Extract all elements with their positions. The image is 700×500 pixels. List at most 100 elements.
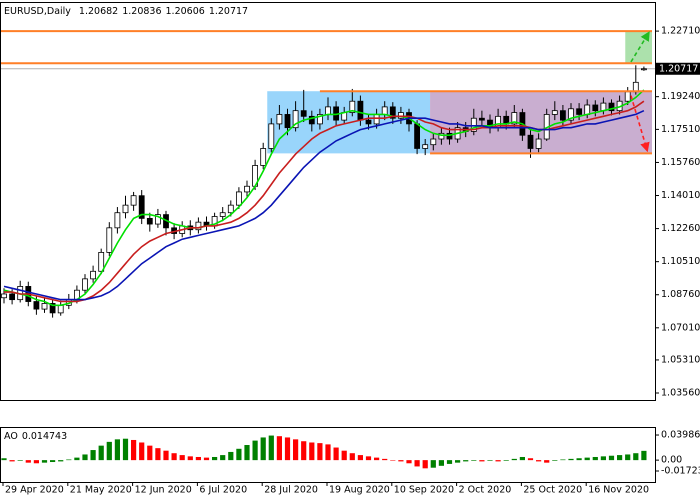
candle-body [122,204,129,214]
ao-bar [446,460,453,464]
x-tick-label: 6 Jul 2020 [199,485,247,496]
ao-bar [301,441,307,461]
candle-body [389,106,396,119]
y-tick-label: 1.15760 [661,157,700,168]
last-open: 1.20682 [79,6,118,17]
ao-bar [163,450,169,461]
candle-body [146,217,153,225]
ao-bar [487,460,493,461]
ao-bar [333,447,339,461]
ao-bar [422,460,428,469]
ao-bar [544,460,550,463]
candle-body [276,114,283,125]
candle-body [244,185,250,193]
ao-bar [479,460,485,462]
y-tick-label: 1.22710 [661,26,700,37]
ao-bar [139,442,145,461]
candle-body [292,110,299,129]
y-tick-label: 1.05310 [661,354,700,365]
ao-bar [114,439,120,461]
main-panel [0,2,656,401]
candle-body [260,148,267,166]
ao-bar [503,460,509,461]
ao-bar [195,456,201,461]
ao-bar [212,456,218,461]
ao-bar [252,440,258,461]
y-tick-label: 1.08760 [661,289,700,300]
candle-body [130,195,137,206]
candle-body [90,270,96,280]
x-tick-label: 25 Oct 2020 [523,485,582,496]
candle-body [438,132,445,140]
ao-bar [325,444,331,461]
candle-body [316,114,323,125]
ao-bar [576,458,582,461]
ao-bar [633,453,639,461]
ao-bar [66,459,72,461]
candle-body [325,106,331,115]
last-close: 1.20717 [209,6,248,17]
header: EURUSD,Daily 1.20682 1.20836 1.20606 1.20717 [4,6,248,17]
last-high: 1.20836 [122,6,161,17]
ao-bar [617,455,623,461]
ao-bar [455,460,461,463]
ao-bar [9,460,15,462]
candle-body [592,104,599,112]
ao-bar [155,448,161,461]
ao-bar [608,455,615,461]
x-tick-label: 21 May 2020 [70,485,132,496]
ao-bar [309,442,315,461]
moving-average [3,109,645,301]
x-tick-label: 19 Aug 2020 [329,485,390,496]
x-tick-label: 29 Apr 2020 [5,485,64,496]
ao-bar [600,456,606,461]
ao-bar [568,458,574,461]
candle-body [381,106,388,115]
candle-body [41,303,48,310]
last-low: 1.20606 [166,6,205,17]
candle-body [268,123,275,149]
y-tick-label: 1.12260 [661,223,700,234]
candle-body [219,212,226,217]
candle-body [357,100,364,121]
candle-body [551,110,558,115]
ao-y-tick-label: -0.017231 [661,465,700,476]
ao-bar [82,454,88,461]
ao-bar [463,460,469,462]
candle-body [576,108,582,115]
ao-bar [187,456,193,461]
candle-body [49,303,56,314]
ao-header: AO 0.014743 [4,431,67,442]
ao-bar [131,439,137,461]
candle-body [373,114,380,125]
ao-bar [390,460,396,461]
candle-body [300,110,307,117]
ao-bar [398,460,404,462]
x-tick-label: 28 Jul 2020 [264,485,318,496]
ao-bar [357,455,363,461]
ao-bar [33,460,39,464]
candle-body [446,132,453,140]
y-tick-label: 1.14010 [661,190,700,201]
candle-body [397,112,404,119]
candle-body [82,278,88,291]
ao-bar [171,453,177,461]
ao-bar [552,460,558,461]
candle-body [195,221,202,231]
ao-bar [50,460,56,463]
ao-bar [382,458,388,461]
candle-body [33,301,40,310]
ao-bar [438,460,444,466]
ao-bar [236,448,242,461]
ao-bar [276,436,282,461]
candle-body [98,252,105,272]
candle-body [9,293,16,301]
y-tick-label: 1.10510 [661,256,700,267]
candle-body [106,227,113,253]
x-tick-label: 12 Jun 2020 [135,485,192,496]
candle-body [608,102,615,112]
ao-bar [495,460,501,462]
candle-body [430,138,437,146]
ao-last: 0.014743 [22,431,67,442]
